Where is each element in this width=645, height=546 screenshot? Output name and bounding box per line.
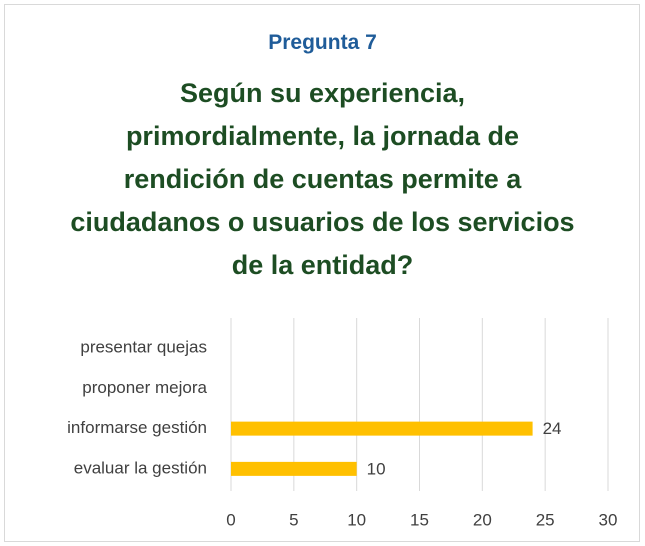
x-tick-label: 5: [289, 510, 298, 529]
bar: [231, 421, 533, 436]
chart-border: [4, 4, 640, 542]
chart-title: Según su experiencia, primordialmente, l…: [70, 78, 575, 280]
x-tick-label: 20: [473, 510, 492, 529]
y-tick-label: proponer mejora: [82, 378, 207, 397]
x-tick-label: 10: [347, 510, 366, 529]
chart-subtitle: Pregunta 7: [268, 31, 377, 54]
y-tick-label: informarse gestión: [67, 418, 207, 437]
y-tick-label: presentar quejas: [80, 338, 207, 357]
y-tick-label: evaluar la gestión: [74, 458, 207, 477]
data-label: 10: [367, 459, 386, 478]
x-tick-label: 25: [536, 510, 555, 529]
x-tick-label: 30: [599, 510, 618, 529]
data-label: 24: [543, 419, 562, 438]
x-tick-label: 15: [410, 510, 429, 529]
bar: [231, 461, 357, 476]
x-tick-label: 0: [226, 510, 235, 529]
